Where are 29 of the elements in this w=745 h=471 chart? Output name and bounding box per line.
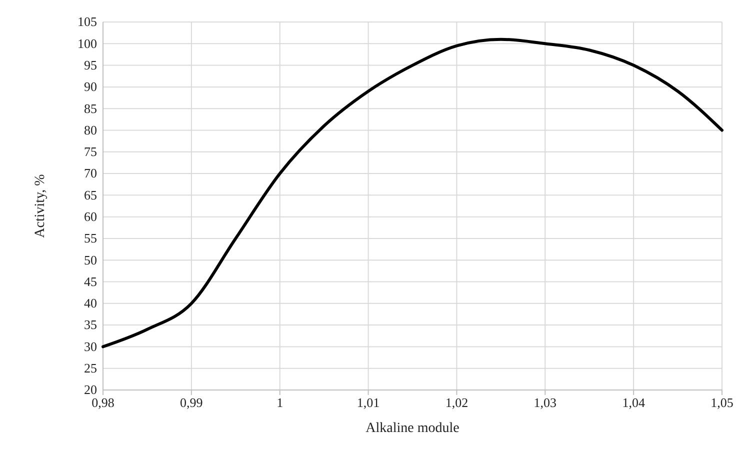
y-tick-label: 75	[84, 144, 97, 160]
y-tick-label: 20	[84, 382, 97, 398]
y-tick-label: 80	[84, 122, 97, 138]
y-tick-label: 30	[84, 338, 97, 354]
y-tick-label: 70	[84, 166, 97, 181]
x-tick-label: 0,98	[92, 395, 114, 410]
y-tick-label: 25	[84, 360, 97, 376]
y-tick-label: 65	[84, 187, 97, 202]
x-tick-label: 1,03	[534, 395, 557, 410]
y-tick-label: 105	[78, 14, 97, 30]
y-tick-label: 95	[84, 57, 97, 72]
y-tick-label: 55	[84, 230, 97, 246]
x-tick-label: 1,02	[445, 395, 468, 410]
y-tick-label: 100	[78, 36, 97, 51]
y-tick-label: 90	[84, 79, 97, 94]
x-tick-label: 1	[276, 395, 284, 410]
y-tick-label: 35	[84, 317, 97, 332]
y-tick-label: 85	[84, 100, 97, 116]
line-series	[102, 38, 724, 348]
y-tick-label: 60	[84, 208, 97, 224]
y-tick-label: 45	[84, 274, 97, 289]
x-tick-label: 1,05	[710, 395, 734, 410]
x-tick-label: 0,99	[180, 395, 203, 410]
x-tick-label: 1,04	[622, 395, 646, 410]
y-tick-label: 40	[84, 296, 97, 311]
y-axis-title: Activity, %	[33, 174, 48, 238]
x-tick-label: 1,01	[356, 395, 380, 410]
y-tick-label: 50	[84, 252, 97, 268]
x-axis-title: Alkaline module	[366, 421, 460, 436]
